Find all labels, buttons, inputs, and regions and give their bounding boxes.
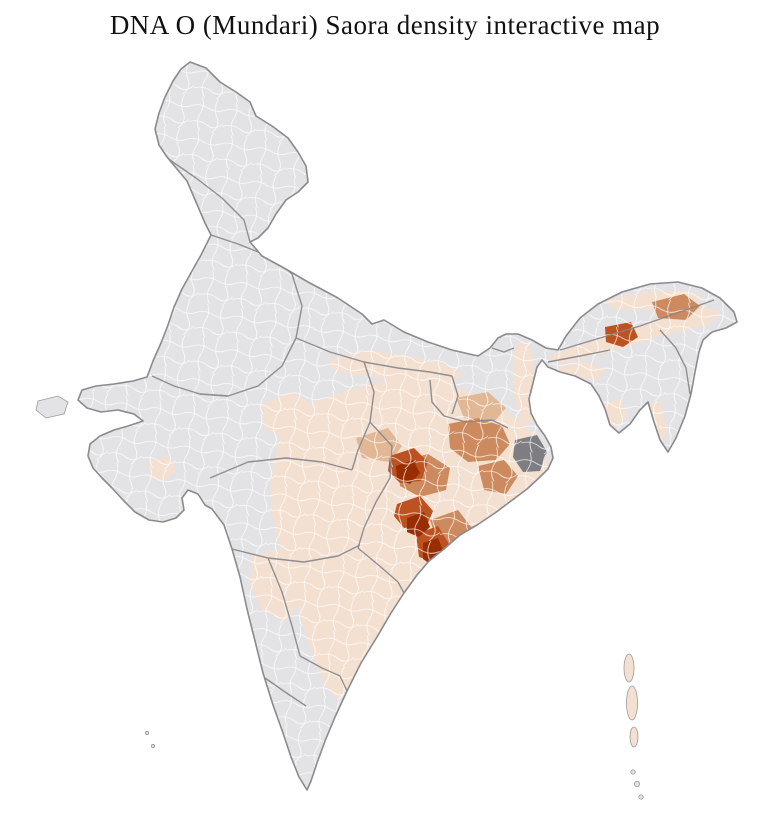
island[interactable] (630, 769, 636, 775)
map-title: DNA O (Mundari) Saora density interactiv… (109, 10, 661, 40)
island[interactable] (634, 781, 640, 787)
state-borders (151, 157, 715, 707)
kutch-island[interactable] (35, 395, 69, 419)
islet (151, 744, 155, 748)
andaman-nicobar-islands[interactable] (623, 653, 644, 800)
island[interactable] (626, 685, 638, 721)
islet (145, 731, 149, 735)
island[interactable] (623, 653, 635, 683)
district-borders-overlay (78, 62, 737, 790)
west-coast-islets (145, 731, 155, 748)
island[interactable] (629, 726, 639, 748)
island[interactable] (638, 794, 644, 800)
landmass (35, 62, 737, 790)
